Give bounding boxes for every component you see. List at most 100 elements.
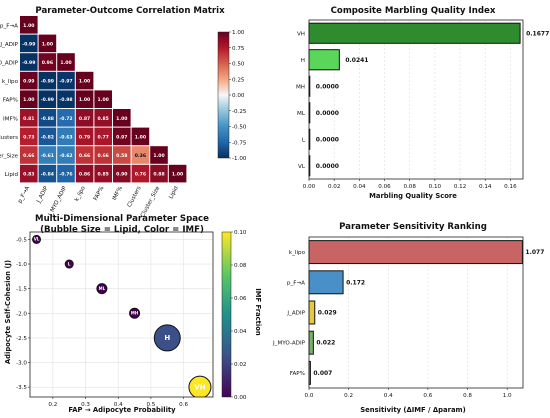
value-label: 0.0000 [316,136,339,143]
scatter-point [153,324,181,352]
y-tick-label: -1.5 [16,287,27,293]
heatmap-cell-value: 0.66 [79,153,90,159]
heatmap-col-label: p_F→A [17,185,31,204]
sensitivity-title: Parameter Sensitivity Ranking [339,222,487,232]
y-tick-label: -2.5 [16,336,27,342]
scatter-point [129,307,141,319]
bar [308,49,340,71]
heatmap-cell [20,53,38,71]
heatmap-cell [38,71,57,90]
category-label: L [302,137,306,143]
x-tick-label: 0.16 [504,184,517,190]
heatmap-row-label: Clusters [0,135,18,141]
y-tick-label: -1.0 [16,262,27,268]
heatmap-cell [57,164,75,183]
heatmap-cell-value: 0.76 [135,172,146,178]
heatmap-cell-value: 0.97 [116,134,127,140]
heatmap-cell [75,71,94,90]
x-tick-label: 0.6 [423,393,432,399]
x-tick-label: 0.12 [454,184,466,190]
heatmap-cell-value: 0.85 [98,172,109,178]
scatter-colorbar-label: IMF Fraction [254,288,262,336]
y-tick-label: -3.5 [16,385,27,391]
heatmap-cell [131,146,150,164]
heatmap-cell [94,90,112,108]
heatmap-cell [57,146,75,164]
scatter-colorbar-tick-label: 0.02 [234,362,246,368]
heatmap-cell [75,109,94,127]
bar [308,22,521,44]
heatmap-row-label: J_MYO_ADIP [0,61,19,67]
plot-frame [308,236,524,389]
heatmap-cell [38,90,57,108]
heatmap-cell-value: -0.72 [59,116,72,122]
heatmap-cell-value: -0.99 [41,79,54,85]
heatmap-cell-value: 1.00 [23,97,34,103]
heatmap-cell-value: 1.00 [42,41,53,47]
heatmap-cell-value: 0.58 [116,153,127,159]
heatmap-cell-value: 1.00 [172,172,183,178]
heatmap-cell-value: -0.98 [59,97,72,103]
heatmap-cell [57,90,75,108]
heatmap-cell [168,164,187,183]
heatmap-cell [57,109,75,127]
heatmap-cell [38,164,57,183]
scatter-point-label: ML [99,286,106,291]
scatter-colorbar-frame [221,231,232,398]
heatmap-cell-value: 0.66 [23,153,34,159]
heatmap-cell [20,16,38,34]
marbling-title: Composite Marbling Quality Index [331,6,496,16]
x-tick-label: 0.02 [328,184,340,190]
bar [308,300,316,325]
heatmap-cell-value: 0.79 [79,134,90,140]
heatmap-cell [38,109,57,127]
x-tick-label: 0.5 [146,402,155,408]
category-label: J_ADIP [286,311,305,317]
category-label: ML [297,111,306,117]
heatmap-row-label: IMF% [3,116,18,122]
heatmap-cell [113,146,131,164]
heatmap-cell-value: 1.00 [79,79,90,85]
heatmap-cell [57,127,75,146]
heatmap-cell-value: -0.99 [41,97,54,103]
heatmap-cell-value: 0.86 [79,172,90,178]
heatmap-cell [94,127,112,146]
value-label: 0.172 [346,279,365,286]
heatmap-cell-value: 1.00 [79,97,90,103]
heatmap-col-label: IMF% [112,186,124,202]
heatmap-colorbar-tick-label: 1.00 [232,30,245,36]
scatter-point [64,259,74,269]
heatmap-col-label: FAP% [93,186,105,202]
marbling-panel: Composite Marbling Quality Index 0.00 0.0… [296,6,549,200]
category-label: MH [296,84,305,90]
scatter-panel: Multi-Dimensional Parameter Space (Bubbl… [4,214,262,414]
value-label: 0.022 [316,340,335,347]
heatmap-cell-value: 1.00 [60,60,71,66]
x-tick-label: 0.2 [48,402,57,408]
heatmap-colorbar-tick-label: -0.75 [232,140,247,146]
heatmap-cell [20,146,38,164]
x-tick-label: 0.6 [179,402,188,408]
heatmap-cell-value: -0.82 [41,134,54,140]
y-tick-label: -0.5 [16,237,27,243]
heatmap-cell-value: 0.77 [98,134,109,140]
heatmap-cell [150,146,168,164]
heatmap-cell-value: 0.96 [42,60,53,66]
heatmap-cell [75,90,94,108]
heatmap-cell [20,164,38,183]
heatmap-cell-value: 0.88 [153,172,164,178]
scatter-colorbar-tick-label: 0.00 [234,395,247,401]
scatter-point-label: MH [131,311,138,316]
heatmap-cell [131,164,150,183]
heatmap-cell-value: -0.97 [59,79,72,85]
heatmap-cell-value: -0.63 [59,134,72,140]
heatmap-cell [20,109,38,127]
category-label: J_MYO-ADIP [272,341,306,347]
x-tick-label: 0.14 [479,184,492,190]
scatter-point-label: L [68,261,71,266]
scatter-ylabel: Adipocyte Self-Cohesion (J) [4,260,12,364]
heatmap-row-label: p_F→A [0,23,18,29]
heatmap-cell-value: 0.73 [23,134,34,140]
value-label: 0.0241 [345,57,368,64]
